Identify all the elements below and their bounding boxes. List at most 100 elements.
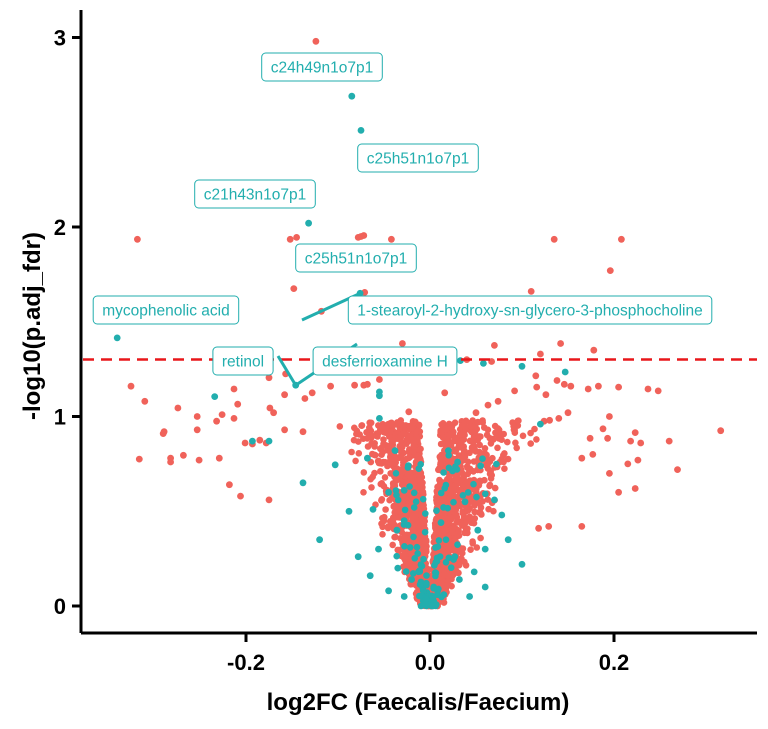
- scatter-point-annotated: [402, 568, 410, 575]
- scatter-point-annotated: [400, 593, 408, 600]
- scatter-point: [475, 482, 483, 489]
- scatter-point: [584, 385, 592, 393]
- scatter-point: [378, 444, 386, 451]
- scatter-point: [371, 451, 378, 459]
- scatter-point-annotated: [331, 461, 339, 469]
- scatter-point: [578, 454, 586, 462]
- scatter-point: [461, 452, 469, 460]
- scatter-point: [395, 546, 403, 554]
- scatter-point: [367, 475, 374, 483]
- scatter-point: [510, 426, 518, 434]
- scatter-point: [512, 439, 519, 447]
- x-tick-label: 0.0: [415, 650, 446, 675]
- scatter-point: [226, 481, 233, 489]
- scatter-point-annotated: [430, 583, 438, 591]
- scatter-point-annotated: [441, 485, 449, 492]
- scatter-point: [351, 381, 358, 389]
- point-label-box: [261, 52, 383, 82]
- scatter-point-annotated: [410, 489, 418, 497]
- scatter-point-annotated: [412, 498, 420, 506]
- scatter-point: [391, 509, 399, 516]
- scatter-point-annotated: [369, 506, 377, 513]
- scatter-point: [546, 416, 553, 424]
- scatter-point: [409, 514, 417, 521]
- scatter-point-annotated: [429, 593, 437, 601]
- scatter-point: [382, 506, 389, 513]
- scatter-point: [493, 431, 500, 438]
- scatter-point: [550, 235, 558, 243]
- scatter-point: [511, 387, 518, 395]
- scatter-point: [377, 468, 384, 475]
- scatter-point: [376, 376, 383, 383]
- scatter-point-annotated: [391, 447, 399, 454]
- points-not-annotated: [127, 37, 725, 532]
- scatter-point: [433, 515, 440, 522]
- scatter-point: [281, 426, 288, 434]
- scatter-point-annotated: [416, 592, 423, 600]
- scatter-point-annotated: [518, 362, 526, 370]
- scatter-point-annotated: [454, 458, 461, 466]
- scatter-point-annotated: [416, 581, 424, 588]
- point-labels: c24h49n1o7p1 c25h51n1o7p1 c21h43n1o7p1 c25h…: [92, 52, 713, 376]
- scatter-point: [627, 437, 634, 445]
- scatter-point-annotated: [437, 489, 445, 497]
- scatter-point: [486, 481, 494, 489]
- scatter-point: [535, 524, 542, 532]
- scatter-point: [500, 430, 508, 438]
- point-label-text: c25h51n1o7p1: [305, 251, 408, 268]
- point-label-text: retinol: [222, 354, 264, 371]
- scatter-point: [459, 509, 467, 517]
- scatter-point: [589, 451, 597, 458]
- scatter-point: [193, 413, 201, 420]
- scatter-point: [527, 440, 534, 447]
- scatter-point: [448, 424, 456, 432]
- scatter-point-annotated: [400, 487, 408, 494]
- scatter-point-annotated: [447, 564, 455, 571]
- scatter-point: [476, 441, 484, 449]
- scatter-point: [471, 508, 478, 516]
- point-label: c25h51n1o7p1: [357, 143, 479, 173]
- scatter-point: [472, 448, 480, 455]
- scatter-point: [445, 438, 453, 446]
- scatter-point-annotated: [419, 587, 427, 594]
- scatter-point: [230, 385, 238, 393]
- scatter-point: [494, 397, 502, 405]
- scatter-point: [475, 433, 483, 440]
- scatter-point-annotated: [421, 601, 429, 608]
- scatter-point: [527, 288, 535, 295]
- scatter-point: [469, 538, 476, 545]
- scatter-point-annotated: [432, 544, 439, 551]
- scatter-point: [477, 534, 484, 542]
- scatter-point: [375, 457, 383, 465]
- scatter-point-annotated: [481, 583, 489, 591]
- scatter-point-annotated: [419, 495, 427, 503]
- scatter-point-annotated: [393, 526, 401, 534]
- scatter-point: [674, 466, 681, 473]
- scatter-point: [500, 451, 507, 459]
- scatter-point: [353, 430, 360, 438]
- scatter-point: [491, 342, 498, 349]
- scatter-point-annotated: [451, 553, 459, 561]
- scatter-point: [553, 377, 561, 384]
- scatter-point: [390, 421, 397, 429]
- scatter-point: [399, 340, 406, 347]
- scatter-point-annotated: [392, 487, 400, 494]
- scatter-point: [479, 419, 487, 426]
- scatter-point: [301, 395, 309, 402]
- scatter-point: [498, 436, 505, 444]
- y-tick-label: 3: [54, 26, 66, 51]
- scatter-point: [634, 456, 642, 464]
- scatter-point: [135, 455, 143, 463]
- scatter-point: [467, 422, 474, 430]
- scatter-point: [265, 374, 273, 382]
- scatter-point: [438, 457, 445, 465]
- scatter-point: [519, 432, 527, 440]
- scatter-point-annotated: [456, 576, 463, 583]
- scatter-point: [474, 418, 482, 426]
- scatter-point: [355, 450, 363, 457]
- scatter-point-annotated: [477, 462, 484, 470]
- point-label-text: 1-stearoyl-2-hydroxy-sn-glycero-3-phosph…: [357, 303, 702, 320]
- scatter-point: [381, 425, 389, 433]
- scatter-point: [388, 235, 395, 243]
- scatter-point-annotated: [394, 564, 402, 572]
